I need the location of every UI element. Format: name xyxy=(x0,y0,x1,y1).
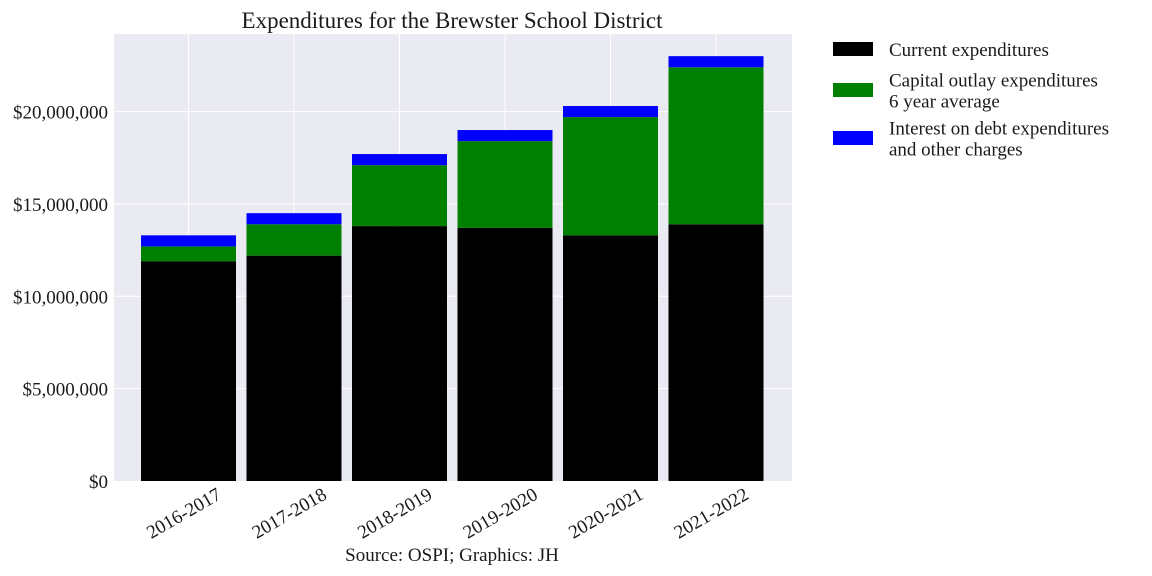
y-tick-label: $20,000,000 xyxy=(13,103,108,124)
legend-label: and other charges xyxy=(889,140,1023,161)
source-caption: Source: OSPI; Graphics: JH xyxy=(345,545,559,566)
x-axis-ticks: 2016-2017 2017-2018 2018-2019 2019-2020 2020… xyxy=(143,484,752,543)
bar-segment xyxy=(352,226,447,481)
bar-segment xyxy=(246,255,342,481)
legend-item: Current expenditures xyxy=(833,40,1049,61)
x-tick-label: 2016-2017 xyxy=(143,484,225,543)
chart-title: Expenditures for the Brewster School Dis… xyxy=(242,8,664,33)
bar-segment xyxy=(352,154,447,166)
x-tick-label: 2017-2018 xyxy=(249,484,331,543)
bar-segment xyxy=(457,141,553,228)
legend-label: Current expenditures xyxy=(889,40,1049,61)
legend-swatch xyxy=(833,131,873,145)
legend: Current expenditures Capital outlay expen… xyxy=(833,40,1109,161)
legend-label: 6 year average xyxy=(889,92,1000,113)
bar-segment xyxy=(563,235,658,481)
legend-swatch xyxy=(833,83,873,97)
legend-label: Interest on debt expenditures xyxy=(889,119,1109,140)
legend-label: Capital outlay expenditures xyxy=(889,71,1098,92)
y-tick-label: $15,000,000 xyxy=(13,195,108,216)
x-tick-label: 2019-2020 xyxy=(460,484,542,543)
bar-segment xyxy=(246,224,342,256)
bar-segment xyxy=(563,106,658,118)
bar-segment xyxy=(668,67,764,225)
bar-segment xyxy=(563,117,658,236)
bar-segment xyxy=(141,261,236,481)
x-tick-label: 2018-2019 xyxy=(354,484,436,543)
bar-segment xyxy=(457,130,553,142)
bar-segment xyxy=(141,235,236,247)
bar-segment xyxy=(141,246,236,262)
legend-swatch xyxy=(833,42,873,56)
x-tick-label: 2021-2022 xyxy=(671,484,753,543)
x-tick-label: 2020-2021 xyxy=(565,484,647,543)
y-axis-ticks: $0 $5,000,000 $10,000,000 $15,000,000 $20,00… xyxy=(13,103,108,493)
bar-segment xyxy=(668,56,764,68)
y-tick-label: $0 xyxy=(89,472,108,493)
bar-segment xyxy=(352,165,447,227)
bars xyxy=(141,56,764,481)
y-tick-label: $10,000,000 xyxy=(13,287,108,308)
bar-segment xyxy=(668,224,764,481)
bar-segment xyxy=(457,227,553,481)
y-tick-label: $5,000,000 xyxy=(23,380,109,401)
bar-segment xyxy=(246,213,342,225)
